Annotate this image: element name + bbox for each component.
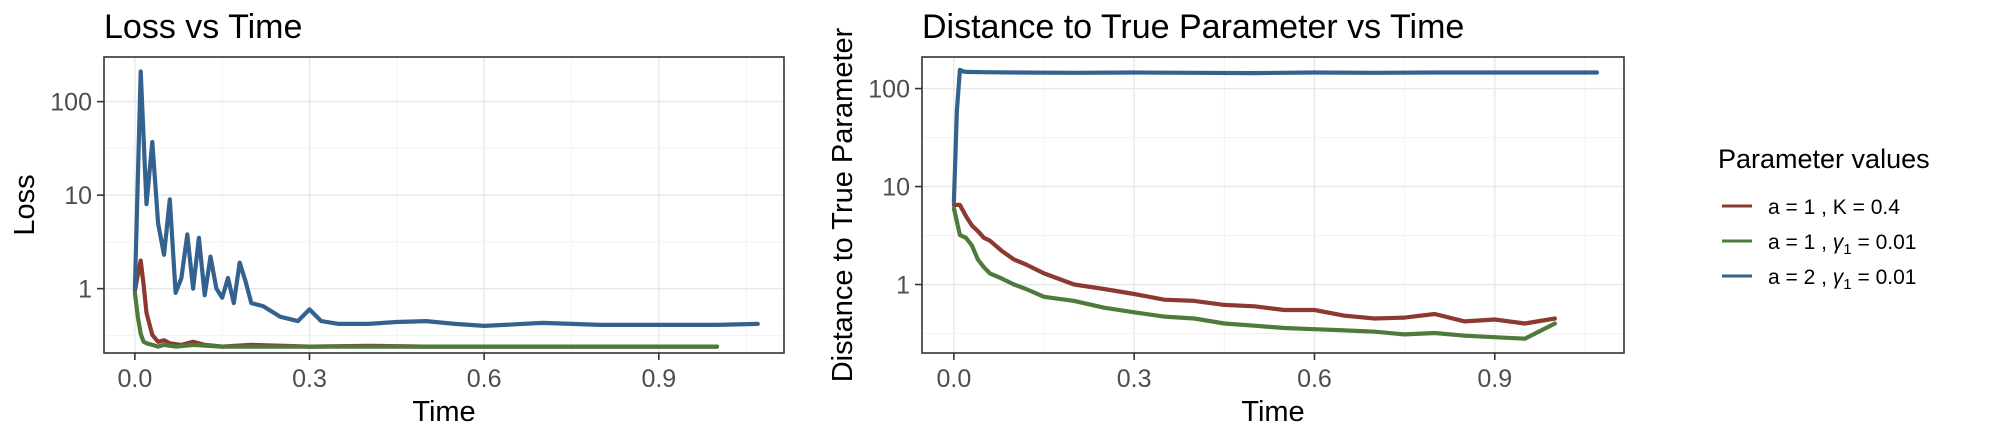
distance-y-tick-label: 10 — [882, 174, 910, 202]
loss-y-ticks: 1 10 100 — [50, 89, 104, 304]
loss-x-axis-title: Time — [412, 396, 475, 428]
distance-y-tick-label: 100 — [868, 76, 910, 104]
distance-x-tick-label: 0.9 — [1477, 365, 1512, 393]
loss-x-tick-label: 0.3 — [292, 365, 327, 393]
distance-x-tick-label: 0.6 — [1297, 365, 1332, 393]
loss-series-3-line — [132, 69, 760, 328]
loss-panel: 0.0 0.3 0.6 0.9 1 10 100 Loss vs Time Time Lo… — [9, 8, 785, 428]
loss-y-tick-label: 100 — [50, 89, 92, 117]
legend-label-2: a = 1 , γ1 = 0.01 — [1768, 231, 1916, 258]
loss-x-tick-label: 0.6 — [467, 365, 502, 393]
loss-y-tick-label: 1 — [78, 276, 92, 304]
loss-plot-border — [103, 56, 785, 354]
distance-x-tick-label: 0.0 — [936, 365, 971, 393]
distance-y-ticks: 1 10 100 — [868, 76, 922, 300]
distance-x-tick-label: 0.3 — [1117, 365, 1152, 393]
distance-series — [951, 67, 1600, 341]
loss-y-tick-label: 10 — [64, 182, 92, 210]
distance-x-axis-title: Time — [1241, 396, 1304, 428]
loss-series — [132, 69, 760, 349]
legend: Parameter values a = 1 , K = 0.4a = 1 , … — [1718, 144, 1930, 293]
legend-label-1: a = 1 , K = 0.4 — [1768, 196, 1900, 219]
loss-x-tick-label: 0.9 — [641, 365, 676, 393]
distance-series-2-line — [951, 206, 1557, 341]
distance-grid — [922, 57, 1624, 353]
distance-y-tick-label: 1 — [896, 272, 910, 300]
loss-x-ticks: 0.0 0.3 0.6 0.9 — [117, 353, 676, 393]
loss-plot-background — [104, 57, 784, 353]
loss-y-axis-title: Loss — [9, 174, 41, 235]
distance-x-ticks: 0.0 0.3 0.6 0.9 — [936, 353, 1512, 393]
loss-series-2-line — [132, 290, 720, 349]
distance-plot-border — [921, 56, 1625, 354]
distance-panel: 0.0 0.3 0.6 0.9 1 10 100 Distance to True Par… — [827, 8, 1625, 428]
legend-title: Parameter values — [1718, 144, 1930, 174]
distance-series-3-line — [951, 67, 1600, 204]
legend-items: a = 1 , K = 0.4 a = 1 , γ1 = 0.01 a = 2 , … — [1722, 196, 1916, 293]
legend-label-3: a = 2 , γ1 = 0.01 — [1768, 266, 1916, 293]
distance-chart-title: Distance to True Parameter vs Time — [922, 8, 1464, 46]
loss-x-tick-label: 0.0 — [117, 365, 152, 393]
distance-series-1-line — [951, 202, 1557, 326]
distance-y-axis-title: Distance to True Parameter — [827, 27, 859, 382]
distance-plot-background — [922, 57, 1624, 353]
loss-chart-title: Loss vs Time — [104, 8, 302, 46]
